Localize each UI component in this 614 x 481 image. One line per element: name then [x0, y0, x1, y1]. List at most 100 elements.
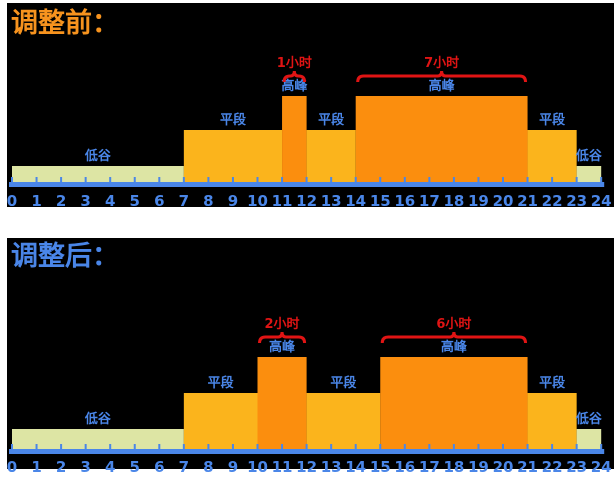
axis-tick-label: 11 [272, 458, 293, 476]
axis-tick-label: 21 [517, 458, 538, 476]
axis-tick-label: 12 [296, 192, 317, 210]
segment-flat [527, 130, 577, 182]
axis-tick-label: 19 [468, 458, 489, 476]
axis-tick-mark [379, 444, 382, 450]
segment-label: 平段 [208, 375, 234, 391]
axis-tick-mark [502, 177, 504, 183]
segment-flat [183, 130, 283, 182]
axis-tick-label: 6 [154, 192, 164, 210]
axis-tick-label: 20 [493, 192, 514, 210]
axis-tick-mark [207, 444, 210, 450]
axis-tick-label: 7 [179, 458, 189, 476]
axis-tick-mark [403, 177, 406, 183]
axis-tick-label: 10 [247, 458, 268, 476]
axis-tick-mark [354, 177, 357, 183]
axis-tick-mark [502, 444, 504, 450]
axis-tick-label: 19 [468, 192, 489, 210]
duration-brace [380, 331, 528, 344]
axis-tick-mark [575, 444, 578, 450]
axis-tick-label: 14 [345, 192, 366, 210]
axis-tick-label: 10 [247, 192, 268, 210]
axis-tick-label: 18 [443, 458, 464, 476]
axis-tick-label: 14 [345, 458, 366, 476]
axis-tick-label: 16 [394, 192, 415, 210]
axis-tick-label: 1 [31, 458, 41, 476]
axis-tick-label: 20 [493, 458, 514, 476]
segment-flat [183, 393, 258, 449]
axis-tick-mark [231, 444, 234, 450]
axis-tick-label: 13 [321, 458, 342, 476]
time-axis [9, 449, 605, 454]
axis-tick-label: 18 [443, 192, 464, 210]
axis-tick-label: 13 [321, 192, 342, 210]
axis-tick-mark [35, 177, 38, 183]
duration-label: 6小时 [436, 316, 471, 332]
axis-tick-mark [379, 177, 382, 183]
duration-brace [356, 70, 528, 83]
axis-tick-mark [256, 444, 259, 450]
axis-tick-label: 15 [370, 192, 391, 210]
segment-valley [12, 166, 184, 182]
axis-tick-mark [452, 444, 455, 450]
axis-tick-label: 22 [542, 458, 563, 476]
axis-tick-label: 23 [566, 458, 587, 476]
segment-label: 平段 [318, 112, 344, 128]
axis-tick-mark [231, 177, 234, 183]
axis-tick-label: 8 [203, 458, 213, 476]
axis-tick-label: 5 [130, 458, 140, 476]
axis-tick-label: 2 [56, 192, 66, 210]
segment-label: 高峰 [441, 339, 468, 355]
segment-peak [355, 96, 528, 182]
axis-tick-mark [526, 177, 529, 183]
axis-tick-label: 15 [370, 458, 391, 476]
time-axis [9, 182, 605, 187]
segment-flat [306, 393, 381, 449]
axis-tick-mark [84, 444, 87, 450]
axis-tick-label: 24 [591, 192, 612, 210]
panel-title: 调整前： [11, 7, 119, 39]
segment-label: 高峰 [269, 339, 296, 355]
axis-tick-mark [182, 444, 185, 450]
axis-tick-mark [35, 444, 38, 450]
axis-tick-mark [477, 444, 480, 450]
panel-title: 调整后： [11, 241, 119, 272]
axis-tick-label: 17 [419, 458, 440, 476]
axis-tick-mark [60, 444, 63, 450]
axis-tick-label: 17 [419, 192, 440, 210]
segment-peak [380, 357, 528, 449]
axis-tick-mark [330, 177, 333, 183]
axis-tick-label: 23 [566, 192, 587, 210]
axis-tick-mark [428, 444, 431, 450]
segment-label: 平段 [330, 375, 356, 391]
axis-tick-label: 22 [542, 192, 563, 210]
axis-tick-label: 4 [105, 192, 115, 210]
axis-tick-label: 4 [105, 458, 115, 476]
axis-tick-label: 3 [80, 458, 90, 476]
axis-tick-label: 2 [56, 458, 66, 476]
axis-tick-label: 9 [228, 192, 238, 210]
duration-label: 1小时 [277, 55, 312, 71]
axis-tick-mark [182, 177, 185, 183]
axis-tick-mark [551, 444, 554, 450]
axis-tick-label: 11 [272, 192, 293, 210]
axis-tick-mark [207, 177, 210, 183]
segment-label: 平段 [539, 112, 565, 128]
axis-tick-label: 16 [394, 458, 415, 476]
segment-label: 低谷 [575, 411, 603, 427]
axis-tick-mark [158, 444, 161, 450]
duration-label: 2小时 [265, 316, 300, 332]
axis-tick-mark [60, 177, 63, 183]
axis-tick-mark [600, 177, 603, 183]
axis-tick-label: 7 [179, 192, 189, 210]
axis-tick-label: 0 [7, 192, 17, 210]
axis-tick-label: 24 [591, 458, 612, 476]
axis-tick-mark [281, 177, 284, 183]
axis-tick-mark [109, 177, 112, 183]
axis-tick-mark [551, 177, 554, 183]
segment-label: 平段 [220, 112, 246, 128]
segment-peak [257, 357, 307, 449]
axis-tick-label: 21 [517, 192, 538, 210]
